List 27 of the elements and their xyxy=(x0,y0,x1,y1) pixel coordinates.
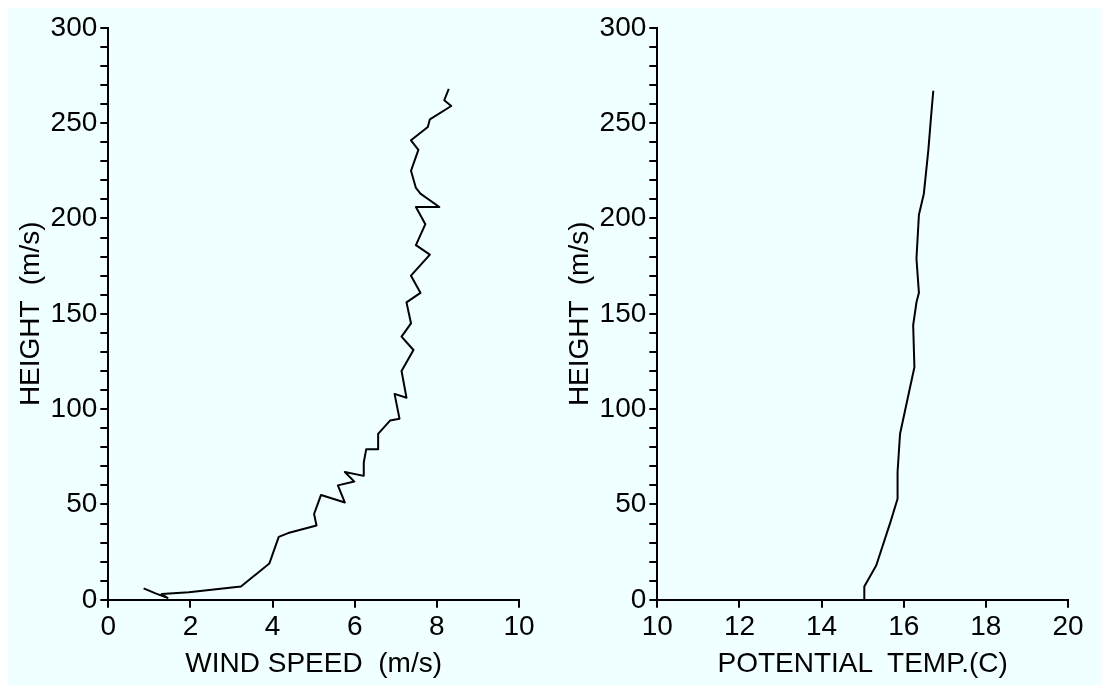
y-tick-label: 300 xyxy=(599,10,647,42)
x-tick-label: 2 xyxy=(182,610,199,642)
x-axis-title: WIND SPEED (m/s) xyxy=(185,646,442,678)
x-axis-title: POTENTIAL TEMP.(C) xyxy=(717,646,1008,678)
x-tick-label: 6 xyxy=(346,610,363,642)
y-tick-label: 50 xyxy=(66,487,98,519)
x-tick-label: 14 xyxy=(806,610,838,642)
x-tick-label: 8 xyxy=(429,610,445,642)
x-tick-label: 10 xyxy=(503,610,535,642)
y-tick-label: 100 xyxy=(50,391,98,423)
y-tick-label: 200 xyxy=(50,201,98,233)
y-tick-label: 0 xyxy=(81,582,98,614)
y-tick-label: 100 xyxy=(599,391,647,423)
y-tick-label: 250 xyxy=(50,105,98,137)
y-tick-label: 150 xyxy=(599,296,647,328)
y-tick-label: 150 xyxy=(50,296,98,328)
x-tick-label: 16 xyxy=(888,610,920,642)
x-tick-label: 4 xyxy=(264,610,281,642)
x-tick-label: 12 xyxy=(723,610,756,642)
x-tick-label: 20 xyxy=(1052,610,1084,642)
y-axis-title: HEIGHT (m/s) xyxy=(13,221,45,407)
y-tick-label: 50 xyxy=(615,487,647,519)
y-tick-label: 250 xyxy=(599,105,647,137)
y-tick-label: 200 xyxy=(599,201,647,233)
y-tick-label: 300 xyxy=(50,10,98,42)
x-tick-label: 18 xyxy=(970,610,1002,642)
y-axis-title: HEIGHT (m/s) xyxy=(562,221,594,407)
